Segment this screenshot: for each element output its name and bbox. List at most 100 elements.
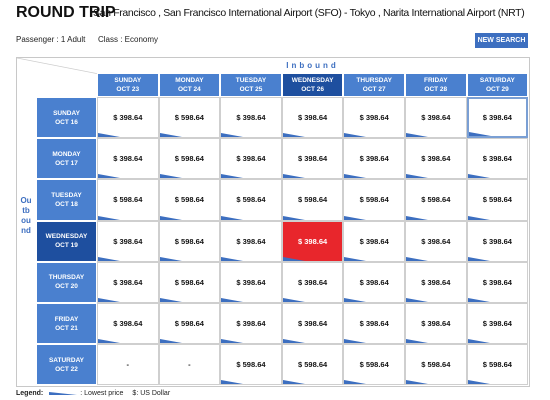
price: $ 598.64	[174, 113, 204, 123]
price: $ 398.64	[113, 277, 143, 287]
price: $ 598.64	[421, 195, 451, 205]
price: $ 598.64	[297, 195, 328, 205]
price-cell[interactable]: $ 398.64	[281, 138, 344, 180]
price-cell[interactable]: $ 398.64	[97, 138, 159, 180]
column-day: WEDNESDAY	[291, 77, 334, 84]
price-cell[interactable]: $ 598.64	[343, 344, 405, 386]
price-cell[interactable]: $ 598.64	[158, 261, 221, 303]
column-date: OCT 24	[178, 86, 201, 93]
price-cell[interactable]: $ 598.64	[97, 179, 159, 221]
price: $ 398.64	[482, 113, 512, 123]
price-cell[interactable]: $ 398.64	[466, 138, 529, 180]
price-cell[interactable]: $ 398.64	[220, 97, 282, 139]
lowest-price-marker	[159, 133, 182, 138]
price: $ 398.64	[421, 154, 451, 164]
price-cell[interactable]: $ 598.64	[158, 179, 221, 221]
new-search-button[interactable]: NEW SEARCH	[475, 33, 528, 48]
price-cell[interactable]: $ 398.64	[220, 261, 282, 303]
price-cell[interactable]: $ 398.64	[281, 303, 344, 345]
price-cell[interactable]: -	[97, 344, 159, 386]
column-day: MONDAY	[175, 77, 204, 84]
lowest-price-marker	[221, 174, 244, 179]
price-cell[interactable]: $ 598.64	[281, 344, 344, 386]
row-header: THURSDAY OCT 20	[36, 261, 97, 303]
price: $ 598.64	[482, 195, 512, 205]
lowest-price-marker	[467, 339, 490, 344]
price-cell[interactable]: $ 398.64	[405, 220, 467, 262]
price-cell[interactable]: $ 398.64	[220, 220, 282, 262]
column-day: SATURDAY	[479, 77, 515, 84]
price-cell[interactable]: $ 398.64	[405, 261, 467, 303]
price-cell[interactable]: $ 398.64	[466, 261, 529, 303]
price-cell[interactable]: $ 398.64	[97, 261, 159, 303]
price-cell[interactable]: $ 398.64	[281, 97, 344, 139]
price: $ 598.64	[236, 195, 266, 205]
price: $ 598.64	[174, 277, 204, 287]
price-cell[interactable]: $ 398.64	[97, 303, 159, 345]
lowest-price-marker	[159, 174, 182, 179]
price-cell[interactable]: $ 598.64	[158, 138, 221, 180]
price-cell[interactable]: $ 598.64	[158, 303, 221, 345]
price-cell[interactable]: $ 398.64	[220, 138, 282, 180]
price-cell[interactable]: $ 598.64	[466, 179, 529, 221]
price-cell[interactable]: $ 398.64	[405, 303, 467, 345]
column-header: FRIDAY OCT 28	[405, 73, 467, 97]
price-cell[interactable]: $ 398.64	[343, 303, 405, 345]
price-cell[interactable]: $ 398.64	[97, 97, 159, 139]
price-cell[interactable]: $ 598.64	[158, 97, 221, 139]
price: $ 398.64	[421, 113, 451, 123]
lowest-price-marker	[344, 380, 367, 385]
column-date: OCT 27	[362, 86, 386, 93]
legend-marker	[49, 392, 78, 395]
price-cell[interactable]: $ 598.64	[405, 179, 467, 221]
price: $ 398.64	[359, 277, 389, 287]
price-cell[interactable]: $ 598.64	[405, 344, 467, 386]
price: $ 398.64	[482, 236, 512, 246]
price-cell[interactable]: $ 598.64	[466, 344, 529, 386]
price-cell[interactable]: $ 398.64	[343, 138, 405, 180]
column-date: OCT 23	[116, 86, 140, 93]
price-cell[interactable]: $ 398.64	[343, 220, 405, 262]
price-cell[interactable]: $ 598.64	[158, 220, 221, 262]
price-cell[interactable]: $ 598.64	[281, 179, 344, 221]
price-cell[interactable]: $ 398.64	[405, 97, 467, 139]
lowest-price-marker	[98, 339, 120, 344]
lowest-price-marker	[221, 339, 244, 344]
row-date: OCT 19	[55, 242, 78, 250]
price-cell[interactable]: $ 398.64	[343, 97, 405, 139]
price-cell[interactable]: $ 598.64	[220, 344, 282, 386]
row-date: OCT 18	[55, 200, 78, 208]
row-day: TUESDAY	[51, 191, 82, 199]
price-cell[interactable]: $ 598.64	[220, 179, 282, 221]
legend: Legend: : Lowest price $: US Dollar	[16, 390, 170, 397]
price: $ 598.64	[174, 154, 204, 164]
column-header: WEDNESDAY OCT 26	[281, 73, 344, 97]
lowest-price-marker	[282, 339, 305, 344]
price-cell[interactable]: $ 398.64	[97, 220, 159, 262]
price-cell[interactable]: $ 398.64	[343, 261, 405, 303]
price-cell[interactable]: $ 398.64	[466, 220, 529, 262]
price: $ 398.64	[482, 277, 512, 287]
price: $ 398.64	[482, 319, 512, 329]
price-cell[interactable]: $ 398.64	[466, 303, 529, 345]
column-day: TUESDAY	[235, 77, 267, 84]
price-cell[interactable]: $ 398.64	[466, 97, 529, 139]
price-cell[interactable]: $ 398.64	[220, 303, 282, 345]
price-cell[interactable]: $ 398.64	[281, 220, 344, 262]
price: $ 398.64	[421, 319, 451, 329]
price: $ 398.64	[113, 319, 143, 329]
price: $ 398.64	[113, 113, 143, 123]
price-cell[interactable]: $ 598.64	[343, 179, 405, 221]
price: $ 398.64	[236, 319, 266, 329]
lowest-price-marker	[98, 174, 120, 179]
price-cell[interactable]: $ 398.64	[405, 138, 467, 180]
price-cell[interactable]: $ 398.64	[281, 261, 344, 303]
lowest-price-marker	[344, 133, 367, 138]
price: $ 398.64	[359, 319, 389, 329]
price-cell[interactable]: -	[158, 344, 221, 386]
column-header: TUESDAY OCT 25	[220, 73, 282, 97]
price: -	[188, 360, 191, 370]
lowest-price-marker	[159, 339, 182, 344]
row-date: OCT 17	[55, 159, 78, 167]
